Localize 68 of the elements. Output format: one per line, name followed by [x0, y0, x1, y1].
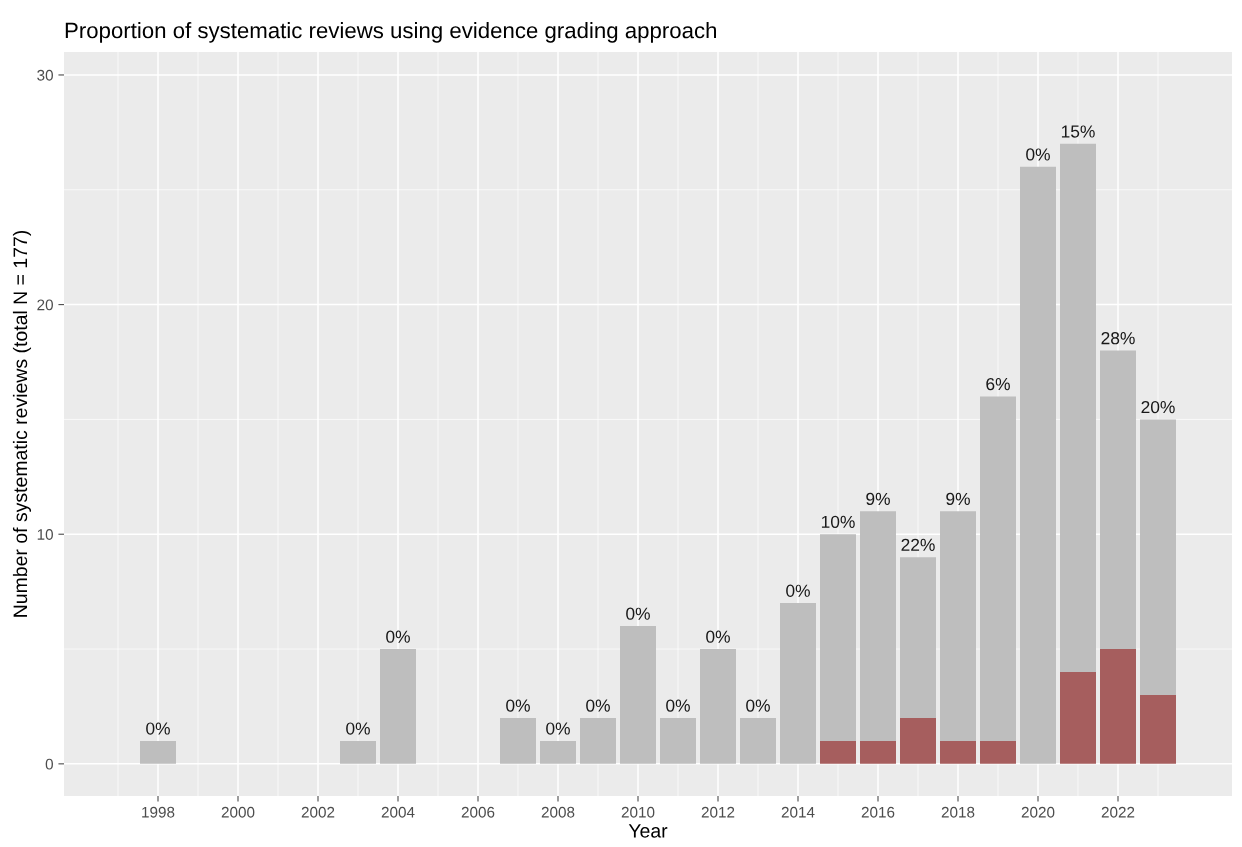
y-tick-label: 0 — [45, 758, 53, 770]
bar — [580, 717, 616, 764]
annotation: 0% — [786, 584, 810, 597]
bar — [1020, 166, 1056, 764]
bar — [1060, 143, 1096, 672]
y-tick-label: 10 — [37, 529, 53, 540]
bar — [900, 557, 936, 718]
annotation: 10% — [821, 515, 855, 529]
annotation: 0% — [626, 607, 650, 620]
bar — [500, 717, 536, 764]
annotation: 0% — [666, 699, 690, 712]
x-tick-label: 2020 — [1021, 806, 1055, 818]
bar — [900, 717, 936, 764]
bar — [940, 511, 976, 741]
y-axis-title: Number of systematic reviews (total N = 177) — [12, 230, 32, 617]
bar — [740, 717, 776, 764]
bar — [860, 740, 896, 764]
bar — [1100, 649, 1136, 764]
x-tick-label: 1998 — [142, 806, 175, 818]
x-tick-label: 2022 — [1101, 806, 1135, 818]
annotation: 0% — [346, 722, 370, 735]
x-tick-label: 2000 — [221, 806, 255, 818]
x-tick-label: 2008 — [541, 806, 575, 818]
annotation: 0% — [506, 699, 530, 712]
annotation: 9% — [866, 492, 890, 506]
bar — [140, 740, 176, 764]
bar — [620, 626, 656, 764]
annotation: 9% — [946, 492, 970, 506]
x-tick-label: 2012 — [701, 806, 735, 818]
x-tick-label: 2018 — [941, 806, 975, 818]
bar — [980, 396, 1016, 741]
annotation: 22% — [901, 538, 935, 551]
x-tick-label: 2002 — [301, 806, 335, 818]
x-tick-label: 2016 — [861, 806, 895, 818]
bar — [660, 717, 696, 764]
annotation: 28% — [1101, 332, 1135, 345]
annotation: 0% — [386, 630, 410, 643]
annotation: 0% — [146, 722, 170, 735]
bar — [860, 511, 896, 741]
annotation: 0% — [586, 699, 610, 712]
bar — [820, 740, 856, 764]
y-tick-label: 30 — [37, 69, 53, 81]
annotation: 0% — [746, 699, 770, 712]
annotation: 6% — [986, 377, 1010, 391]
x-tick-label: 2010 — [621, 806, 655, 818]
bar — [1100, 350, 1136, 650]
x-tick-label: 2004 — [381, 806, 415, 818]
y-tick-label: 20 — [37, 299, 53, 311]
bar — [540, 740, 576, 764]
bar — [780, 603, 816, 764]
annotation: 15% — [1061, 125, 1095, 138]
bar — [980, 740, 1016, 764]
bar — [340, 740, 376, 764]
x-axis-title: Year — [628, 824, 668, 838]
bar — [1140, 419, 1176, 695]
annotation: 20% — [1141, 400, 1175, 414]
x-tick-label: 2006 — [461, 806, 495, 818]
bar — [940, 740, 976, 764]
annotation: 0% — [1026, 148, 1050, 161]
x-tick-label: 2014 — [781, 806, 815, 818]
bar — [380, 649, 416, 764]
annotation: 0% — [546, 722, 570, 735]
bar — [820, 534, 856, 741]
chart-title: Proportion of systematic reviews using evidence grading approach — [65, 22, 716, 43]
bar — [700, 649, 736, 764]
annotation: 0% — [706, 630, 730, 643]
bar — [1060, 672, 1096, 764]
bar — [1140, 694, 1176, 764]
